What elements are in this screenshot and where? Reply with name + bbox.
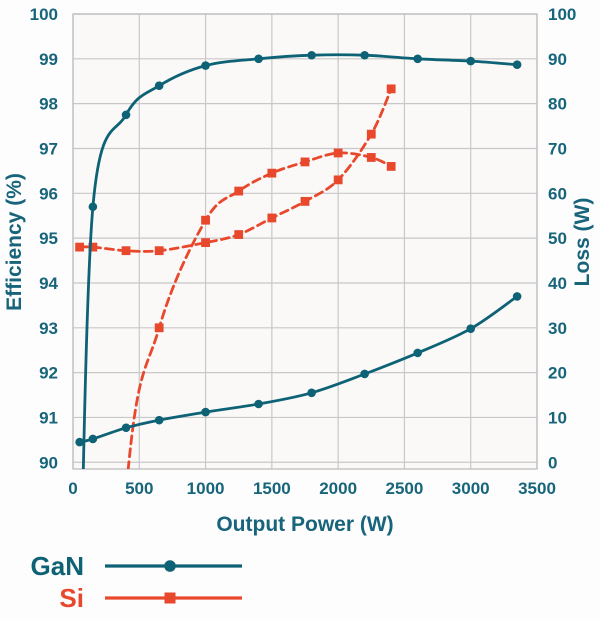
data-point-si-loss xyxy=(267,213,277,223)
data-point-gan-efficiency xyxy=(154,81,164,91)
data-point-gan-loss xyxy=(88,434,98,444)
x-tick-label: 1000 xyxy=(187,479,225,498)
data-series xyxy=(75,50,522,469)
legend: GaN Si xyxy=(31,551,242,613)
x-axis-tick-labels: 0 500 1000 1500 2000 2500 3000 3500 xyxy=(68,479,556,498)
x-tick-label: 2500 xyxy=(386,479,424,498)
data-point-si-efficiency xyxy=(300,157,310,167)
legend-label-si: Si xyxy=(59,583,84,613)
data-point-si-efficiency xyxy=(386,162,396,171)
data-point-si-efficiency xyxy=(201,215,210,225)
x-axis-title: Output Power (W) xyxy=(216,513,393,536)
data-point-gan-efficiency xyxy=(512,60,522,69)
data-point-si-loss xyxy=(300,196,310,206)
data-point-gan-efficiency xyxy=(413,54,422,64)
data-point-si-efficiency xyxy=(154,323,164,333)
left-tick-label: 97 xyxy=(39,139,58,158)
data-point-si-loss xyxy=(88,242,98,252)
left-tick-label: 96 xyxy=(39,184,58,203)
gridlines xyxy=(72,13,538,469)
legend-square-marker-si xyxy=(164,592,176,604)
x-tick-label: 0 xyxy=(68,479,77,498)
left-tick-label: 100 xyxy=(30,5,58,24)
left-tick-label: 98 xyxy=(39,95,58,114)
right-tick-label: 0 xyxy=(548,453,557,472)
data-point-si-loss xyxy=(333,175,343,185)
x-tick-label: 500 xyxy=(125,479,153,498)
data-point-gan-loss xyxy=(121,423,131,433)
data-point-gan-efficiency xyxy=(201,61,210,70)
data-point-gan-loss xyxy=(154,415,164,425)
data-point-gan-loss xyxy=(360,369,369,379)
data-point-gan-efficiency xyxy=(88,202,98,212)
right-tick-label: 100 xyxy=(548,5,576,24)
right-tick-label: 10 xyxy=(548,408,567,427)
left-tick-label: 90 xyxy=(39,453,58,472)
data-point-gan-loss xyxy=(466,324,476,333)
data-point-si-efficiency xyxy=(234,186,244,196)
left-tick-label: 93 xyxy=(39,319,58,338)
left-axis-title: Efficiency (%) xyxy=(3,173,26,311)
data-point-si-efficiency xyxy=(267,168,277,178)
plot-frame xyxy=(72,13,538,470)
legend-item-gan: GaN xyxy=(31,551,242,581)
data-point-gan-loss xyxy=(254,399,263,409)
right-tick-label: 40 xyxy=(548,274,567,293)
left-tick-label: 99 xyxy=(39,50,58,69)
data-point-si-loss xyxy=(234,230,244,239)
data-point-gan-loss xyxy=(512,292,522,301)
right-tick-label: 50 xyxy=(548,229,567,248)
right-tick-label: 90 xyxy=(548,50,567,69)
data-point-si-loss xyxy=(154,246,164,256)
data-point-gan-efficiency xyxy=(121,110,131,120)
data-point-si-loss xyxy=(121,246,131,256)
x-tick-label: 1500 xyxy=(253,479,291,498)
data-point-si-loss xyxy=(366,129,376,139)
right-tick-label: 20 xyxy=(548,364,567,383)
data-point-si-loss xyxy=(201,238,210,248)
left-tick-label: 94 xyxy=(39,274,58,293)
right-axis-title: Loss (W) xyxy=(571,198,594,287)
data-point-gan-efficiency xyxy=(254,54,263,64)
data-point-gan-efficiency xyxy=(466,56,476,66)
plot-area xyxy=(73,14,537,469)
data-point-si-loss xyxy=(386,84,396,94)
right-tick-label: 80 xyxy=(548,95,567,114)
series-gan-efficiency xyxy=(81,50,522,469)
x-tick-label: 2000 xyxy=(319,479,357,498)
legend-item-si: Si xyxy=(59,583,242,613)
left-axis-tick-labels: 90 91 92 93 94 95 96 97 98 99 100 xyxy=(30,5,59,472)
x-tick-label: 3500 xyxy=(518,479,556,498)
data-point-gan-loss xyxy=(201,407,210,417)
data-point-si-efficiency xyxy=(366,153,376,162)
left-tick-label: 95 xyxy=(39,229,58,248)
data-point-gan-loss xyxy=(75,437,84,447)
series-si-efficiency xyxy=(126,148,396,469)
legend-circle-marker-gan xyxy=(164,560,176,572)
series-line-si-efficiency xyxy=(126,151,393,469)
data-point-gan-efficiency xyxy=(307,50,316,60)
left-tick-label: 92 xyxy=(39,364,58,383)
x-tick-label: 3000 xyxy=(452,479,490,498)
right-tick-label: 70 xyxy=(548,139,567,158)
data-point-si-loss xyxy=(75,242,85,252)
left-tick-label: 91 xyxy=(39,408,58,427)
legend-label-gan: GaN xyxy=(31,551,84,581)
right-tick-label: 30 xyxy=(548,319,567,338)
right-axis-tick-labels: 0 10 20 30 40 50 60 70 80 90 100 xyxy=(548,5,576,472)
data-point-si-efficiency xyxy=(333,148,343,158)
series-si-loss xyxy=(75,84,396,256)
series-gan-loss xyxy=(75,292,522,447)
data-point-gan-loss xyxy=(413,348,422,358)
data-point-gan-loss xyxy=(307,388,316,398)
right-tick-label: 60 xyxy=(548,184,567,203)
data-point-gan-efficiency xyxy=(360,50,369,60)
